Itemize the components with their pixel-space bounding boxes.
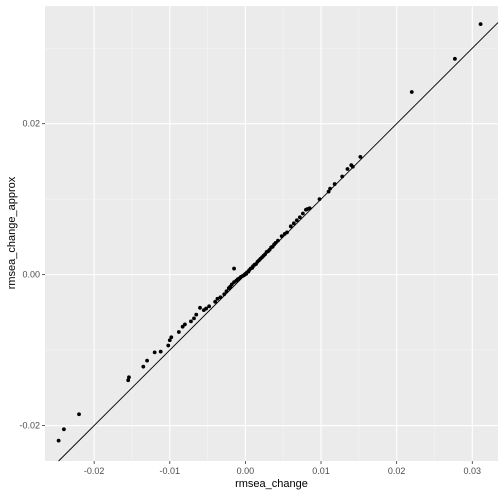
x-tick-label: -0.02 [84,466,105,476]
data-point [307,206,312,211]
data-point [215,296,220,301]
data-point [158,349,163,354]
data-point [224,289,229,294]
data-point [345,167,350,171]
x-tick-label: -0.01 [160,466,181,476]
data-point [127,375,131,380]
x-tick-label: 0.00 [237,466,255,476]
data-point [213,299,218,304]
data-point [452,56,457,61]
x-tick-labels: -0.02 -0.01 0.00 0.01 0.02 0.03 [84,466,481,476]
data-point [288,224,293,229]
major-gridlines [45,6,498,461]
y-tick-label: 0.00 [22,270,40,280]
data-point [56,438,61,443]
data-point [297,215,302,220]
y-axis-title: rmsea_change_approx [6,176,18,289]
data-point [152,350,157,355]
y-tick-label: 0.02 [22,119,40,129]
plot-panel [45,6,498,461]
x-tick-label: 0.03 [464,466,482,476]
data-point [204,306,208,311]
data-point [145,358,149,363]
data-point [358,155,363,159]
data-point [300,211,305,216]
data-point [222,292,227,297]
data-point [207,304,212,309]
x-tick-label: 0.02 [388,466,406,476]
data-point [194,312,199,317]
data-point [62,427,66,432]
data-point [326,189,331,194]
data-point [350,164,355,169]
data-point [328,186,333,191]
data-point [478,22,483,27]
axis-ticks [42,123,473,464]
x-tick-label: 0.01 [312,466,330,476]
data-point [176,330,181,334]
y-tick-labels: -0.02 0.00 0.02 [19,119,40,431]
data-point [77,412,81,417]
data-point [192,316,196,321]
data-point [285,230,289,235]
data-points [56,22,483,443]
data-point [294,218,299,223]
x-axis-title: rmsea_change [235,478,308,490]
data-point [409,90,414,94]
data-point [169,335,174,340]
data-point [232,266,236,271]
data-point [126,378,131,383]
data-point [332,182,337,186]
data-point [167,338,172,343]
data-point [291,221,296,226]
data-point [218,295,223,300]
y-tick-label: -0.02 [19,421,40,431]
data-point [340,174,345,179]
data-point [141,364,146,369]
data-point [189,319,193,324]
data-point [317,197,322,202]
data-point [279,234,284,239]
data-point [183,322,187,327]
data-point [198,305,202,310]
data-point [166,343,171,348]
data-point [276,238,280,243]
